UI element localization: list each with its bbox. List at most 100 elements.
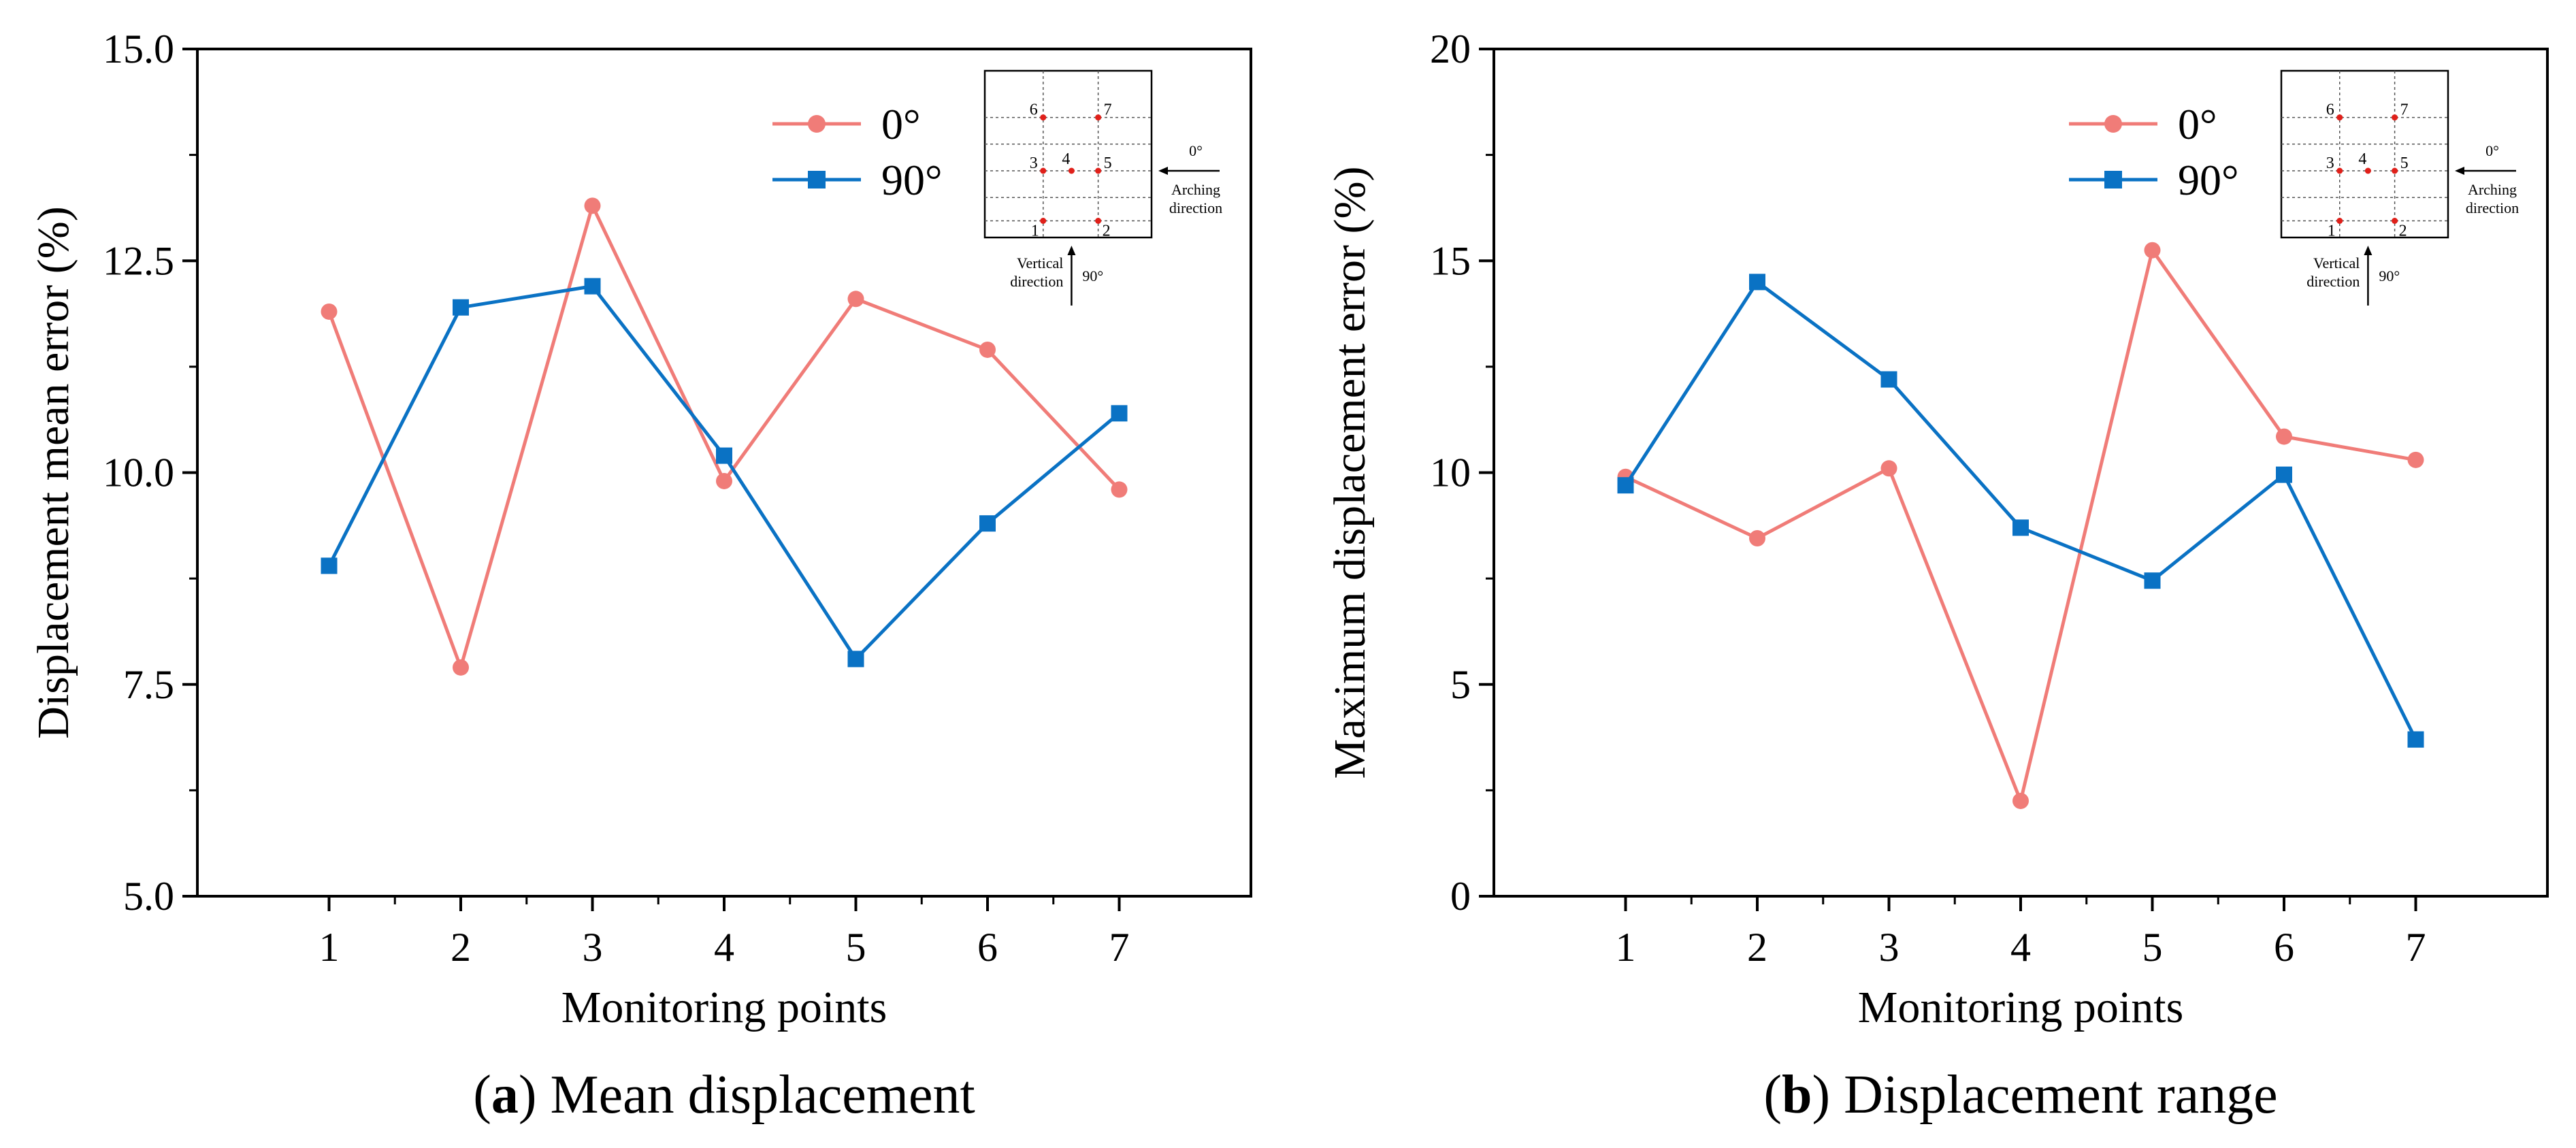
- inset-arching-label: Arching: [1171, 181, 1220, 198]
- series-line-90deg: [327, 284, 1121, 662]
- inset-monitor-point: [1040, 218, 1047, 224]
- x-tick-label: 6: [2274, 925, 2294, 970]
- y-tick-label: 0: [1450, 874, 1471, 919]
- inset-schematic: 1 23 4 56 70°ArchingdirectionVerticaldirecti…: [983, 69, 1222, 306]
- legend-entry: 90°: [2069, 156, 2239, 204]
- inset-vertical-label: Vertical: [1017, 255, 1063, 272]
- inset-point-label: 2: [2399, 223, 2407, 240]
- x-tick-label: 7: [2406, 925, 2426, 970]
- panel-caption: (b) Displacement range: [1763, 1065, 2277, 1125]
- x-tick-label: 1: [319, 925, 340, 970]
- inset-angle-90: 90°: [1082, 267, 1103, 284]
- data-point-circle: [1111, 481, 1128, 498]
- panel-caption: (a) Mean displacement: [473, 1065, 975, 1125]
- inset-point-label: 2: [1103, 223, 1111, 240]
- x-tick-label: 4: [2010, 925, 2031, 970]
- inset-monitor-point: [2336, 167, 2343, 174]
- series-line-90deg: [1624, 279, 2417, 740]
- arrow-head: [2364, 246, 2373, 255]
- data-point-square: [2407, 731, 2424, 748]
- inset-point-label: 3: [2326, 154, 2334, 172]
- data-point-square: [1111, 405, 1128, 422]
- data-point-circle: [2407, 451, 2424, 468]
- inset-point-label: 3: [1030, 154, 1038, 172]
- caption-text: Mean displacement: [537, 1065, 975, 1125]
- caption-text: Displacement range: [1830, 1065, 2278, 1125]
- inset-vertical-label: direction: [1010, 273, 1063, 290]
- y-tick-label: 15.0: [103, 27, 174, 71]
- data-point-square: [979, 515, 996, 532]
- y-axis-label: Maximum displacement error (%): [1325, 167, 1375, 779]
- data-point-circle: [453, 659, 469, 676]
- inset-angle-0: 0°: [1189, 142, 1203, 159]
- data-point-circle: [2012, 792, 2029, 809]
- legend-label: 0°: [881, 100, 921, 148]
- data-point-square: [453, 299, 469, 316]
- legend-entry: 0°: [2069, 100, 2217, 148]
- data-point-square: [847, 651, 864, 668]
- data-point-circle: [2144, 242, 2161, 259]
- caption-paren-open: (: [473, 1065, 491, 1125]
- x-tick-label: 3: [1879, 925, 1900, 970]
- inset-frame: [983, 69, 1153, 239]
- inset-angle-0: 0°: [2485, 142, 2499, 159]
- legend-marker-square: [2104, 171, 2122, 188]
- data-point-circle: [584, 197, 601, 214]
- x-tick-label: 6: [977, 925, 998, 970]
- inset-point-label: 1: [1031, 223, 1039, 240]
- y-tick-label: 20: [1430, 27, 1471, 71]
- inset-angle-90: 90°: [2379, 267, 2400, 284]
- x-tick-label: 5: [846, 925, 866, 970]
- legend-marker-circle: [2104, 115, 2122, 133]
- y-tick-label: 15: [1430, 238, 1471, 283]
- legend-label: 90°: [2178, 156, 2239, 204]
- inset-point-label: 4: [1062, 150, 1070, 168]
- y-tick-label: 10.0: [103, 450, 174, 495]
- inset-monitor-point: [2392, 114, 2398, 121]
- y-tick-label: 5.0: [123, 874, 174, 919]
- legend-entry: 90°: [772, 156, 943, 204]
- data-point-square: [2144, 572, 2161, 589]
- data-point-square: [1880, 371, 1897, 388]
- data-point-circle: [716, 472, 732, 489]
- y-axis-label: Displacement mean error (%): [29, 206, 78, 738]
- y-tick-label: 10: [1430, 450, 1471, 495]
- data-point-square: [321, 557, 338, 574]
- data-point-circle: [1880, 460, 1897, 477]
- data-point-circle: [1749, 529, 1765, 546]
- inset-point-label: 7: [1104, 101, 1112, 119]
- data-point-circle: [321, 303, 338, 320]
- x-tick-label: 5: [2142, 925, 2163, 970]
- data-point-circle: [2276, 428, 2292, 445]
- data-point-square: [2276, 466, 2292, 483]
- inset-arching-label: direction: [1169, 199, 1222, 216]
- y-tick-label: 5: [1450, 662, 1471, 707]
- data-point-square: [584, 278, 601, 295]
- x-tick-label: 3: [583, 925, 603, 970]
- x-tick-label: 1: [1616, 925, 1636, 970]
- inset-arching-label: direction: [2466, 199, 2519, 216]
- inset-vertical-label: Vertical: [2313, 255, 2360, 272]
- inset-frame: [2280, 69, 2449, 239]
- inset-point-label: 6: [1030, 101, 1038, 119]
- arrow-head: [2455, 167, 2464, 175]
- data-point-square: [1617, 477, 1634, 494]
- x-tick-label: 2: [451, 925, 471, 970]
- caption-paren-close: ): [1812, 1065, 1831, 1125]
- x-axis-label: Monitoring points: [561, 983, 887, 1032]
- legend-label: 90°: [881, 156, 943, 204]
- legend-label: 0°: [2178, 100, 2217, 148]
- inset-monitor-point: [1095, 167, 1102, 174]
- x-tick-label: 4: [714, 925, 734, 970]
- inset-monitor-point: [1040, 167, 1047, 174]
- inset-monitor-point: [2392, 167, 2398, 174]
- inset-monitor-point: [2364, 167, 2371, 174]
- inset-arching-label: Arching: [2468, 181, 2517, 198]
- inset-schematic: 1 23 4 56 70°ArchingdirectionVerticaldirecti…: [2280, 69, 2519, 306]
